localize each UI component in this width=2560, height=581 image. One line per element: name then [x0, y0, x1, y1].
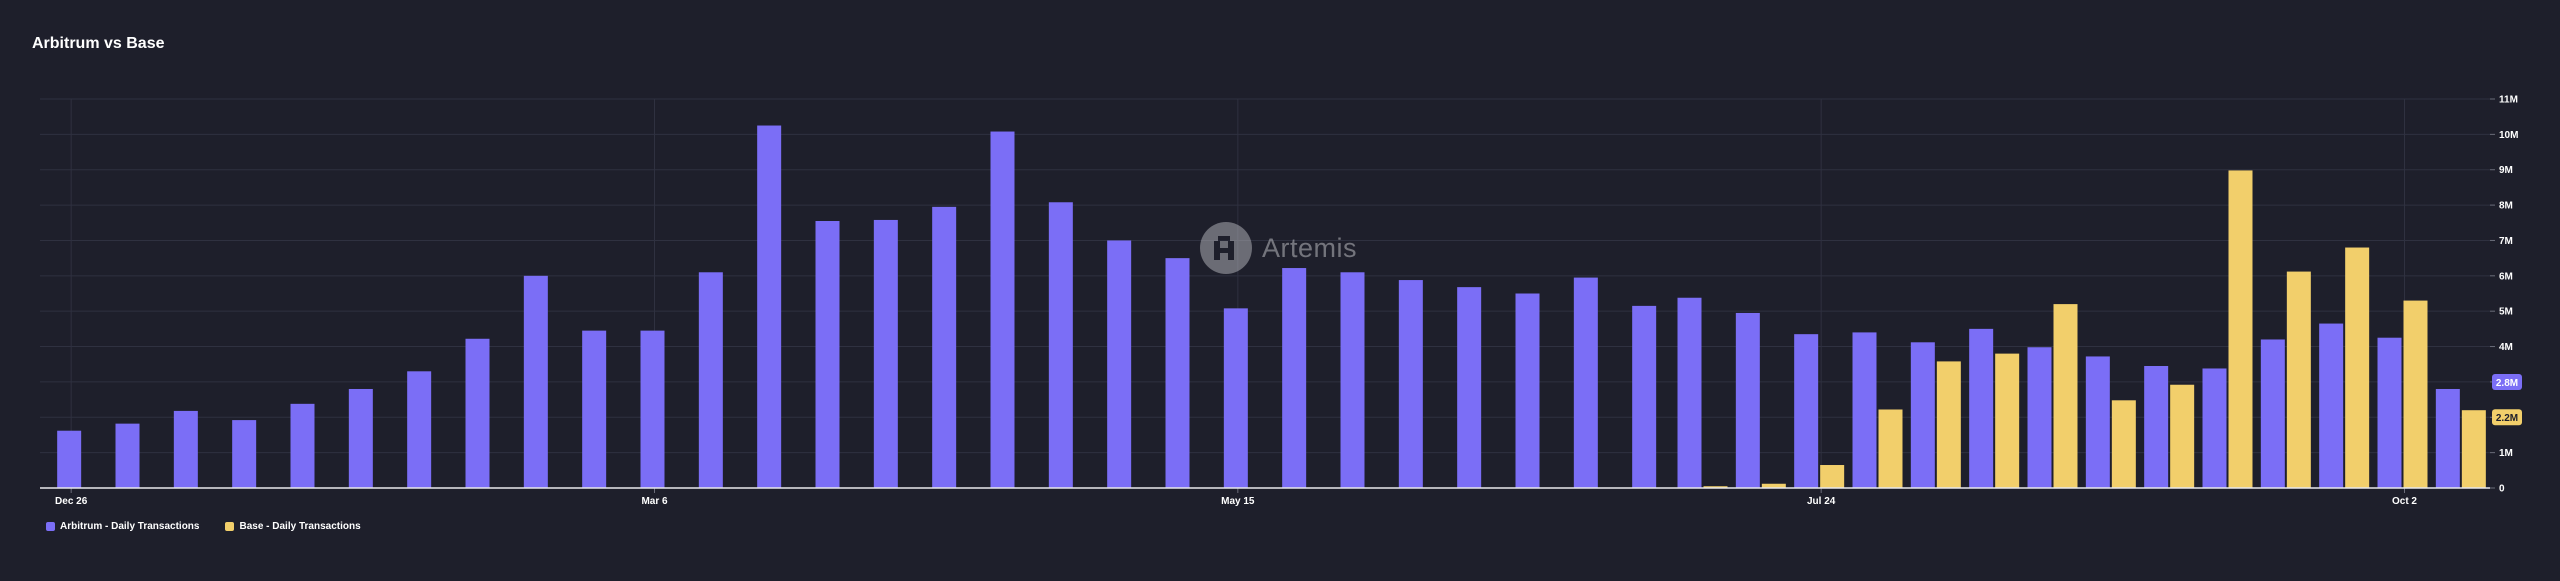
bar-arbitrum	[57, 430, 82, 488]
bar-arbitrum	[232, 420, 257, 488]
bar-arbitrum	[640, 330, 665, 488]
bar-arbitrum	[1282, 268, 1307, 488]
bar-base	[2403, 300, 2428, 488]
bar-arbitrum	[698, 272, 723, 488]
bar-base	[1703, 486, 1728, 488]
y-tick-label: 6M	[2499, 271, 2513, 282]
bar-arbitrum	[1677, 297, 1702, 488]
y-tick-label: 11M	[2499, 95, 2518, 106]
bar-arbitrum	[1573, 277, 1598, 488]
y-tick-label: 1M	[2499, 448, 2513, 459]
bar-arbitrum	[1910, 342, 1935, 488]
bar-arbitrum	[1340, 272, 1365, 488]
bar-arbitrum	[1852, 332, 1877, 488]
bar-base	[2111, 400, 2136, 488]
bar-arbitrum	[2377, 337, 2402, 488]
bar-arbitrum	[1165, 258, 1190, 488]
y-tick-label: 0	[2499, 484, 2505, 495]
bar-base	[2228, 170, 2253, 488]
legend-label-arbitrum: Arbitrum - Daily Transactions	[60, 521, 200, 532]
bar-arbitrum	[465, 338, 490, 488]
bar-arbitrum	[873, 219, 898, 488]
bar-arbitrum	[2027, 347, 2052, 488]
y-tick-label: 9M	[2499, 165, 2513, 176]
bar-arbitrum	[1632, 305, 1657, 488]
bar-arbitrum	[815, 221, 840, 488]
bar-arbitrum	[2085, 356, 2110, 488]
end-value-label: 2.2M	[2492, 409, 2522, 426]
artemis-logo-icon	[1200, 222, 1252, 274]
legend-label-base: Base - Daily Transactions	[239, 521, 361, 532]
bar-arbitrum	[115, 423, 140, 488]
end-value-label: 2.8M	[2492, 373, 2522, 390]
x-tick-label: Mar 6	[641, 496, 668, 507]
bar-arbitrum	[1457, 287, 1482, 488]
legend-item-base[interactable]: Base - Daily Transactions	[225, 521, 361, 532]
bar-base	[2345, 247, 2370, 488]
x-tick-label: Oct 2	[2392, 496, 2417, 507]
bar-arbitrum	[407, 371, 432, 488]
bar-arbitrum	[2144, 365, 2169, 488]
bar-arbitrum	[2260, 339, 2285, 488]
end-value-badge	[2492, 373, 2522, 390]
bar-base	[2461, 410, 2486, 488]
x-tick-label: May 15	[1221, 496, 1255, 507]
bar-arbitrum	[173, 410, 198, 488]
bar-arbitrum	[348, 388, 373, 488]
bar-base	[1995, 353, 2020, 488]
bar-arbitrum	[1735, 312, 1760, 488]
y-tick-label: 5M	[2499, 307, 2513, 318]
end-value-text: 2.8M	[2496, 378, 2518, 389]
bar-base	[2170, 384, 2195, 488]
bar-base	[1878, 409, 1903, 488]
bar-arbitrum	[1515, 293, 1540, 488]
bar-arbitrum	[523, 275, 548, 488]
grid-lines	[40, 98, 2495, 493]
bar-arbitrum	[757, 125, 782, 488]
bar-arbitrum	[1048, 202, 1073, 488]
y-tick-label: 8M	[2499, 201, 2513, 212]
watermark-text: Artemis	[1262, 232, 1358, 263]
legend-item-arbitrum[interactable]: Arbitrum - Daily Transactions	[46, 521, 199, 532]
bar-arbitrum	[582, 330, 607, 488]
bar-arbitrum	[1223, 308, 1248, 488]
bar-arbitrum	[932, 206, 957, 489]
bar-base	[1761, 483, 1786, 488]
bar-base	[2053, 304, 2078, 488]
bars	[57, 125, 2486, 489]
bar-arbitrum	[2319, 323, 2344, 488]
bar-base	[2286, 271, 2311, 488]
artemis-watermark: Artemis	[1200, 222, 1357, 274]
end-value-text: 2.2M	[2496, 413, 2518, 424]
x-tick-label: Dec 26	[55, 496, 88, 507]
y-tick-label: 4M	[2499, 342, 2513, 353]
chart-title: Arbitrum vs Base	[32, 35, 165, 52]
bar-arbitrum	[1398, 280, 1423, 488]
bar-arbitrum	[1107, 240, 1132, 488]
y-tick-label: 10M	[2499, 130, 2518, 141]
bar-arbitrum	[990, 131, 1015, 488]
bar-base	[1820, 465, 1845, 488]
bar-arbitrum	[1969, 328, 1994, 488]
x-tick-label: Jul 24	[1807, 496, 1836, 507]
end-value-badge	[2492, 409, 2522, 426]
y-tick-label: 7M	[2499, 236, 2513, 247]
chart-legend: Arbitrum - Daily Transactions Base - Dai…	[46, 521, 361, 532]
legend-swatch-arbitrum	[46, 522, 55, 531]
bar-arbitrum	[2202, 368, 2227, 488]
bar-arbitrum	[1794, 334, 1819, 488]
legend-swatch-base	[225, 522, 235, 531]
bar-base	[1936, 361, 1961, 488]
bar-arbitrum	[2435, 388, 2460, 488]
bar-arbitrum	[290, 403, 315, 488]
